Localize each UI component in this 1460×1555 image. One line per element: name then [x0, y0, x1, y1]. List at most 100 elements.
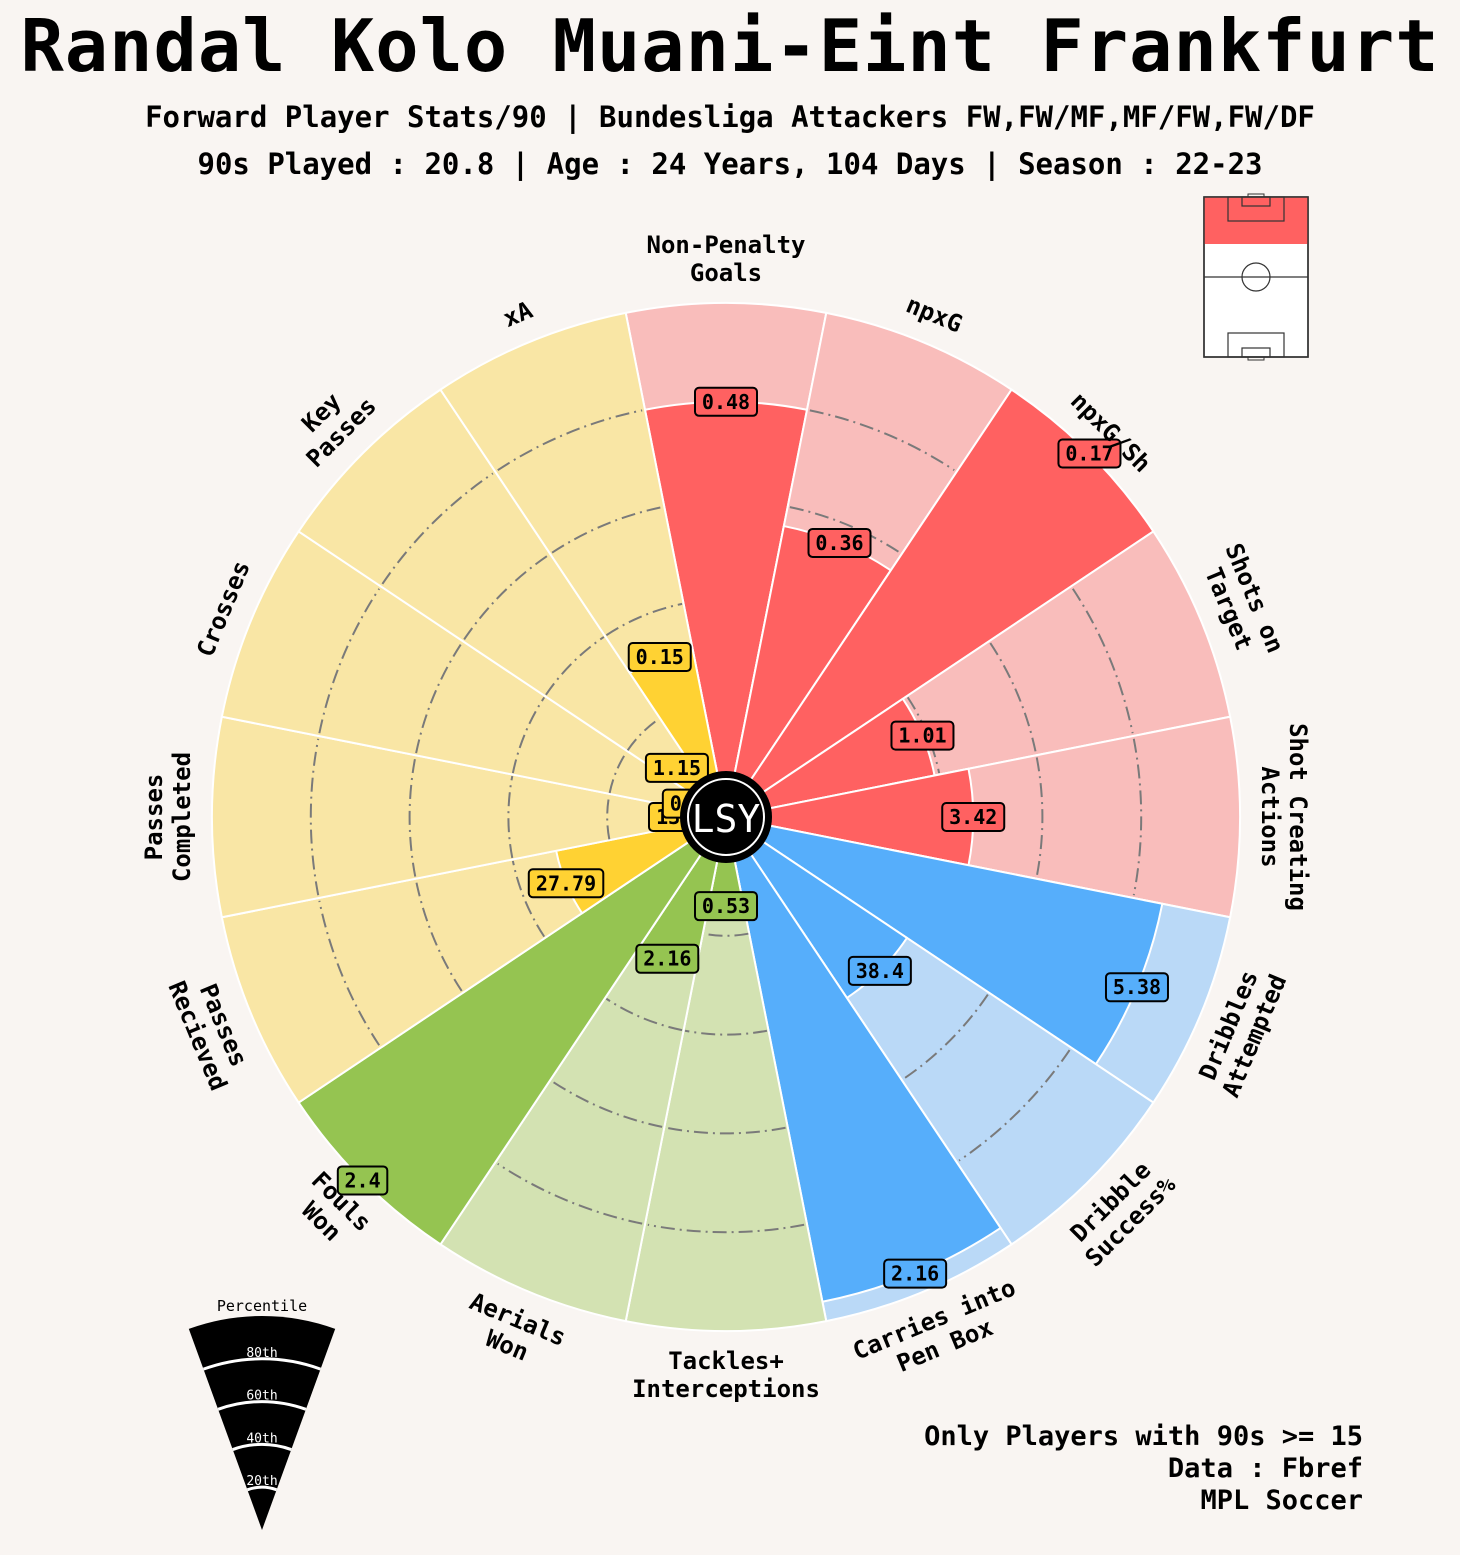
- legend-level-label: 80th: [246, 1346, 277, 1361]
- footer-notes: Only Players with 90s >= 15 Data : Fbref…: [924, 1421, 1363, 1517]
- percentile-ring: [906, 696, 941, 774]
- percentile-ring: [666, 1126, 786, 1135]
- value-label-box: [807, 527, 872, 558]
- value-label-text: 27.79: [536, 871, 596, 895]
- value-label: 0.15: [627, 642, 692, 673]
- value-label-text: 38.4: [856, 959, 904, 983]
- percentile-ring: [605, 997, 683, 1032]
- value-label-box: [644, 752, 709, 783]
- value-label: 1.15: [644, 752, 709, 783]
- percentile-ring: [684, 1029, 768, 1036]
- percentile-ring: [415, 880, 463, 992]
- page-title: Randal Kolo Muani-Eint Frankfurt: [20, 4, 1440, 88]
- value-label-box: [694, 891, 758, 922]
- category-label-line: Interceptions: [632, 1375, 820, 1403]
- percentile-ring: [989, 642, 1037, 754]
- value-label-box: [635, 943, 700, 974]
- legend-ring: [246, 1485, 278, 1492]
- value-label-box: [883, 1258, 948, 1289]
- category-label-line: Completed: [168, 752, 196, 882]
- value-label-box: [1104, 972, 1169, 1003]
- value-label: 0.48: [694, 386, 758, 417]
- percentile-ring: [626, 717, 660, 751]
- percentile-legend: Percentile 80th 60th 40th 20th: [188, 1297, 336, 1530]
- percentile-ring: [903, 994, 989, 1080]
- percentile-ring: [647, 1223, 805, 1234]
- category-label-line: Non-Penalty: [647, 231, 806, 259]
- value-label-text: 0.48: [702, 390, 750, 414]
- value-label-text: 0.36: [815, 531, 863, 555]
- legend-title: Percentile: [217, 1297, 307, 1315]
- value-label-box: [890, 720, 955, 751]
- percentile-ring: [703, 932, 749, 937]
- subtitle-stats: Forward Player Stats/90 | Bundesliga Att…: [145, 100, 1315, 134]
- percentile-ring: [1035, 757, 1044, 877]
- value-label-box: [527, 868, 605, 899]
- footer-library: MPL Soccer: [1200, 1485, 1363, 1516]
- percentile-ring: [789, 506, 901, 554]
- percentile-ring: [463, 554, 549, 640]
- percentile-ring: [497, 1162, 643, 1225]
- value-label-text: 5.38: [1113, 975, 1161, 999]
- value-label-text: 1.15: [653, 756, 701, 780]
- value-label: 0.17: [1057, 438, 1122, 469]
- value-label: 0.36: [807, 527, 872, 558]
- value-label: 5.38: [1104, 972, 1169, 1003]
- value-label: 1.01: [890, 720, 955, 751]
- subtitle-player-info: 90s Played : 20.8 | Age : 24 Years, 104 …: [197, 147, 1263, 181]
- category-label-line: Actions: [1256, 766, 1284, 867]
- percentile-ring: [381, 472, 494, 585]
- percentile-ring: [1132, 738, 1143, 896]
- percentile-ring: [551, 506, 663, 554]
- value-label-box: [627, 642, 692, 673]
- logo-text: LSY: [692, 797, 761, 841]
- percentile-ring: [958, 1049, 1071, 1162]
- percentile-ring: [497, 409, 643, 472]
- percentile-ring: [809, 409, 955, 472]
- value-label-text: 2.4: [344, 1168, 380, 1192]
- percentile-ring: [415, 642, 463, 754]
- category-label-line: npxG: [902, 290, 966, 338]
- value-label: 27.79: [527, 868, 605, 899]
- value-label-box: [1057, 438, 1122, 469]
- value-label: 2.4: [336, 1165, 389, 1196]
- value-label-box: [847, 955, 912, 986]
- legend-ring: [232, 1442, 292, 1451]
- category-label: Tackles+ Interceptions: [632, 1347, 820, 1403]
- percentile-ring: [608, 751, 628, 794]
- value-label-text: 3.42: [949, 805, 997, 829]
- value-label: 2.16: [883, 1258, 948, 1289]
- value-label-text: 2.16: [891, 1262, 939, 1286]
- percentile-ring: [507, 775, 514, 859]
- percentile-ring: [1071, 588, 1134, 734]
- percentile-ring: [309, 738, 320, 896]
- value-label: 0.53: [694, 891, 758, 922]
- legend-level-label: 60th: [246, 1389, 277, 1404]
- football-pitch-icon: [1203, 193, 1309, 361]
- legend-level-label: 20th: [246, 1474, 277, 1489]
- value-label-text: 0.53: [702, 894, 750, 918]
- percentile-ring: [511, 696, 546, 774]
- category-label-line: Goals: [690, 259, 762, 287]
- percentile-ring: [318, 588, 381, 734]
- legend-ring: [217, 1400, 307, 1411]
- percentile-ring: [511, 860, 546, 938]
- category-label: PassesCompleted: [140, 752, 196, 882]
- legend-cone: [188, 1315, 336, 1530]
- logo-badge: LSY: [680, 771, 772, 863]
- percentile-ring: [545, 636, 605, 696]
- category-label: Shot CreatingActions: [1256, 723, 1312, 911]
- percentile-ring: [408, 757, 417, 877]
- legend-level-label: 40th: [246, 1431, 277, 1446]
- value-label-text: 0.17: [1065, 442, 1113, 466]
- value-label-text: 2.16: [643, 947, 691, 971]
- category-label-line: Passes: [140, 774, 168, 861]
- category-label-line: Shot Creating: [1284, 723, 1312, 911]
- percentile-ring: [551, 1080, 663, 1128]
- category-label-line: Tackles+: [668, 1347, 784, 1375]
- value-label-text: 0.15: [636, 645, 684, 669]
- category-label-line: xA: [499, 296, 537, 333]
- category-label: Non-Penalty Goals: [647, 231, 806, 287]
- category-label: npxG: [902, 290, 966, 338]
